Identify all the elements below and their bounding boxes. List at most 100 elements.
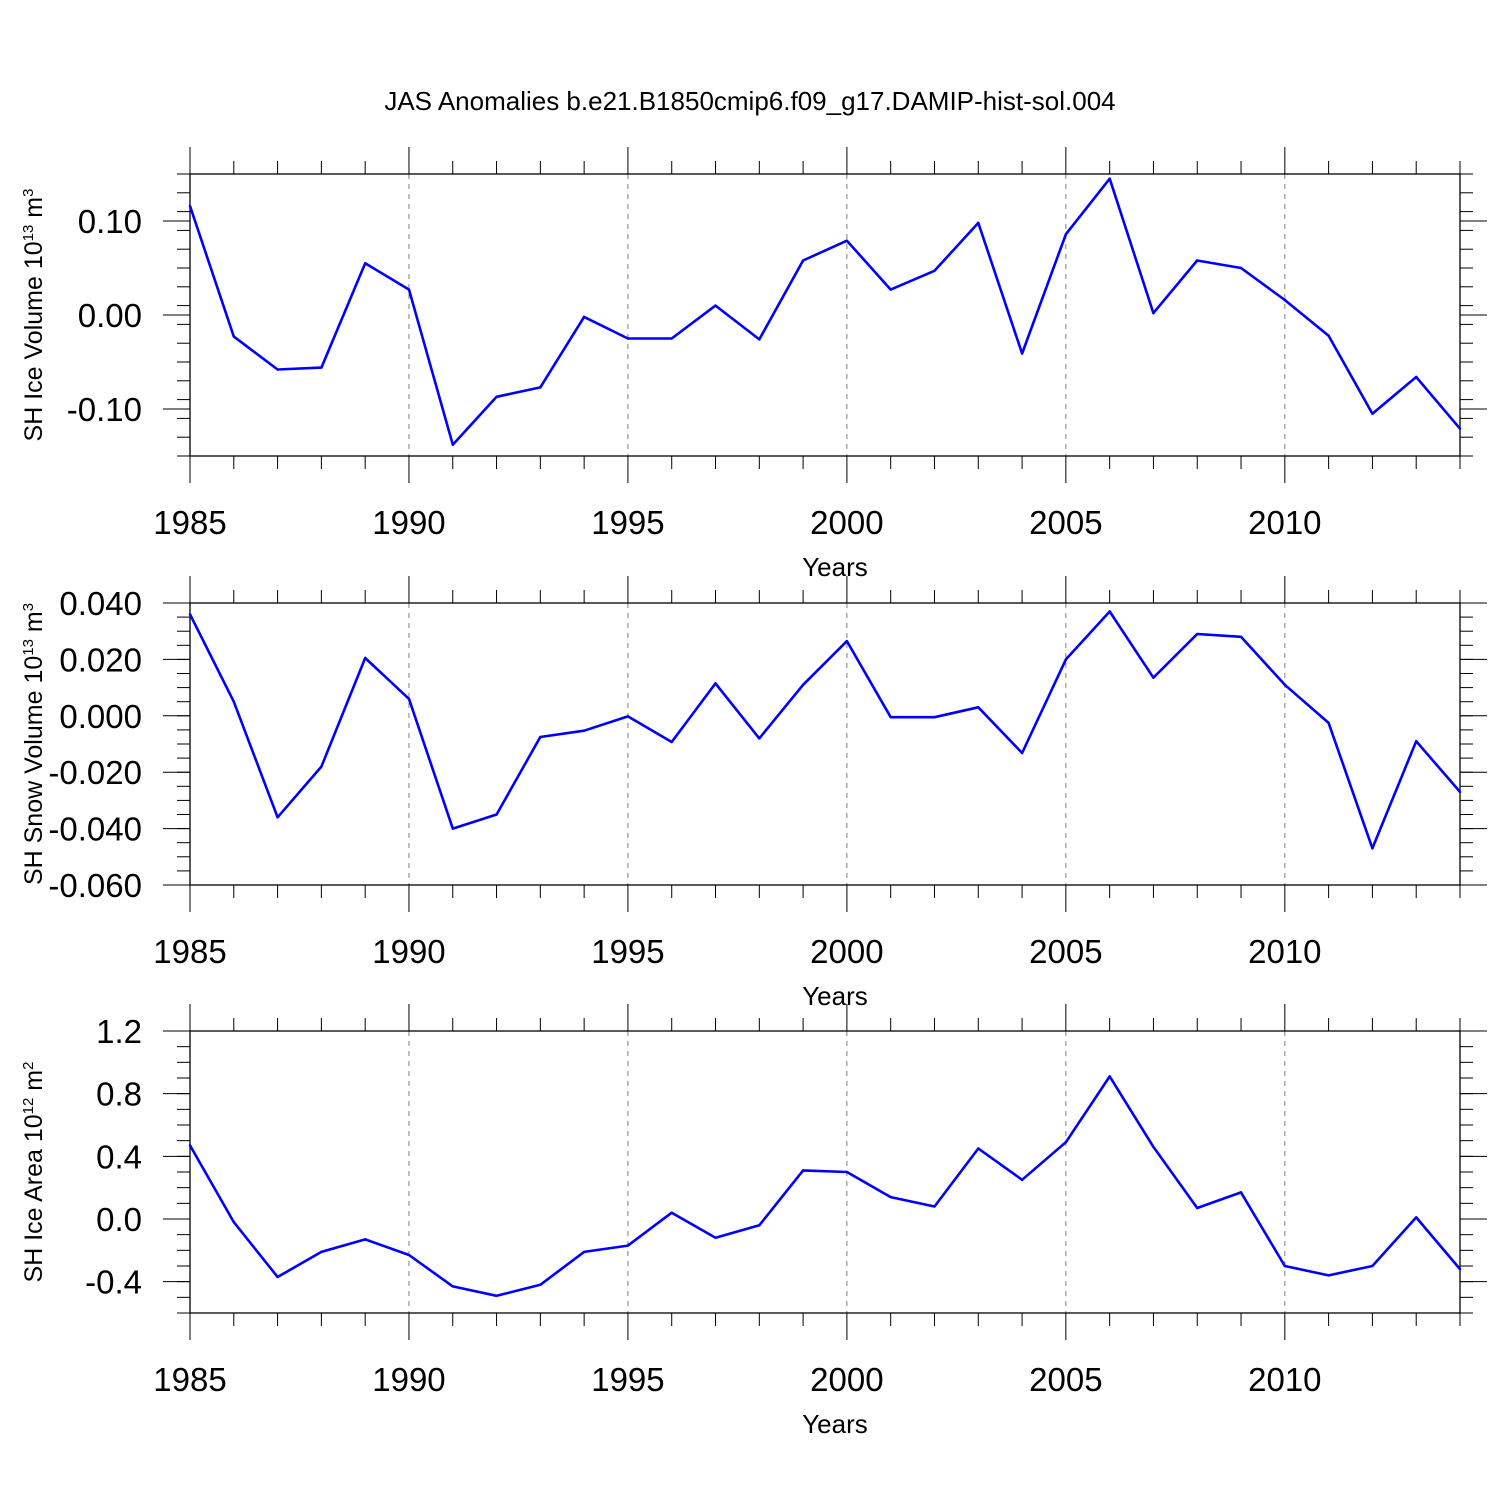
- chart-title: JAS Anomalies b.e21.B1850cmip6.f09_g17.D…: [384, 86, 1115, 116]
- data-point: [407, 697, 411, 701]
- data-point: [758, 1224, 761, 1227]
- data-point: [188, 613, 192, 616]
- data-point: [626, 715, 630, 718]
- data-point: [1196, 1206, 1199, 1210]
- data-point: [933, 269, 936, 273]
- data-point: [670, 1211, 673, 1214]
- data-point: [1371, 847, 1374, 850]
- data-point: [1283, 683, 1287, 686]
- x-tick-label: 1990: [372, 504, 445, 541]
- data-point: [977, 706, 980, 709]
- data-point: [977, 221, 980, 225]
- data-point: [1064, 1141, 1068, 1144]
- data-point: [407, 288, 411, 291]
- y-axis-title-part: SH Ice Volume 10: [20, 241, 48, 441]
- data-point: [188, 1144, 192, 1147]
- x-axis-title: Years: [802, 981, 868, 1011]
- data-point: [1064, 232, 1068, 236]
- data-point: [232, 1220, 235, 1224]
- series-line: [188, 1075, 1461, 1298]
- y-tick-label: 0.000: [59, 698, 142, 735]
- y-tick-label: 0.8: [96, 1076, 142, 1113]
- data-point: [1020, 1178, 1024, 1182]
- data-point: [1415, 739, 1418, 743]
- data-point: [451, 443, 454, 446]
- y-tick-label: 0.4: [96, 1138, 142, 1175]
- x-tick-label: 2010: [1248, 1361, 1321, 1398]
- y-tick-label: -0.4: [85, 1264, 142, 1301]
- y-tick-label: 0.10: [78, 203, 142, 240]
- data-point: [451, 1285, 454, 1288]
- y-axis-title-superscript: 12: [20, 1098, 37, 1115]
- data-point: [845, 1170, 849, 1174]
- data-point: [232, 335, 235, 338]
- data-point: [363, 656, 367, 660]
- data-point: [714, 1236, 717, 1240]
- data-point: [1152, 676, 1155, 679]
- x-tick-label: 1985: [153, 933, 226, 970]
- x-tick-label: 1995: [591, 1361, 664, 1398]
- data-point: [1108, 1075, 1111, 1078]
- data-point: [889, 1195, 892, 1199]
- data-point: [276, 368, 279, 371]
- data-point: [495, 813, 498, 816]
- data-point: [670, 337, 673, 340]
- data-point: [276, 1275, 279, 1279]
- data-point: [933, 716, 936, 719]
- panel-3: 1985 1990 1995 2000 2005 2010 Years -0.4 0.0 0.4 0…: [20, 1004, 1487, 1439]
- data-point: [363, 262, 367, 265]
- data-point: [1458, 790, 1462, 794]
- y-tick-label: -0.020: [48, 754, 142, 791]
- data-point: [232, 700, 235, 703]
- data-point: [1239, 635, 1243, 639]
- y-tick-label: -0.040: [48, 811, 142, 848]
- data-point: [801, 1169, 805, 1172]
- x-tick-label: 2005: [1029, 1361, 1102, 1398]
- data-point: [626, 337, 630, 340]
- y-tick-label: -0.10: [67, 391, 142, 428]
- series-line: [188, 177, 1461, 447]
- panels: 1985 1990 1995 2000 2005 2010 Years -0.10 0.00 0.…: [20, 147, 1487, 1439]
- x-axis-title: Years: [802, 552, 868, 582]
- data-point: [539, 735, 542, 739]
- x-tick-label: 2010: [1248, 933, 1321, 970]
- data-point: [495, 1294, 498, 1297]
- data-point: [1196, 259, 1199, 262]
- x-axis-title: Years: [802, 1409, 868, 1439]
- y-tick-label: 0.020: [59, 641, 142, 678]
- data-point: [320, 366, 323, 369]
- data-point: [1327, 334, 1330, 337]
- data-point: [1152, 311, 1155, 315]
- data-point: [801, 683, 805, 686]
- data-point: [758, 737, 761, 740]
- data-point: [582, 729, 586, 732]
- x-tick-label: 1995: [591, 933, 664, 970]
- data-point: [714, 304, 717, 307]
- plot-frame: [189, 602, 1461, 886]
- data-point: [582, 315, 586, 319]
- data-point: [670, 740, 673, 744]
- data-point: [1415, 1216, 1418, 1219]
- x-tick-label: 2000: [810, 933, 883, 970]
- y-tick-label: 0.040: [59, 585, 142, 622]
- y-axis-title-superscript: 13: [20, 639, 37, 656]
- plot-frame: [189, 173, 1461, 457]
- data-point: [889, 716, 892, 719]
- data-point: [845, 239, 849, 242]
- data-point: [1020, 352, 1024, 355]
- data-point: [1108, 610, 1111, 613]
- x-tick-label: 1985: [153, 1361, 226, 1398]
- data-point: [1020, 751, 1024, 755]
- y-axis-title-superscript: 3: [20, 603, 37, 611]
- x-tick-label: 1990: [372, 933, 445, 970]
- data-point: [845, 639, 849, 643]
- panel-1: 1985 1990 1995 2000 2005 2010 Years -0.10 0.00 0.…: [20, 147, 1487, 582]
- data-point: [1108, 177, 1111, 180]
- data-point: [1327, 1274, 1330, 1277]
- x-tick-label: 2010: [1248, 504, 1321, 541]
- panel-2: 1985 1990 1995 2000 2005 2010 Years -0.060 -0.04…: [20, 576, 1487, 1011]
- y-axis-title-part: m: [20, 611, 48, 639]
- series-line: [188, 610, 1461, 850]
